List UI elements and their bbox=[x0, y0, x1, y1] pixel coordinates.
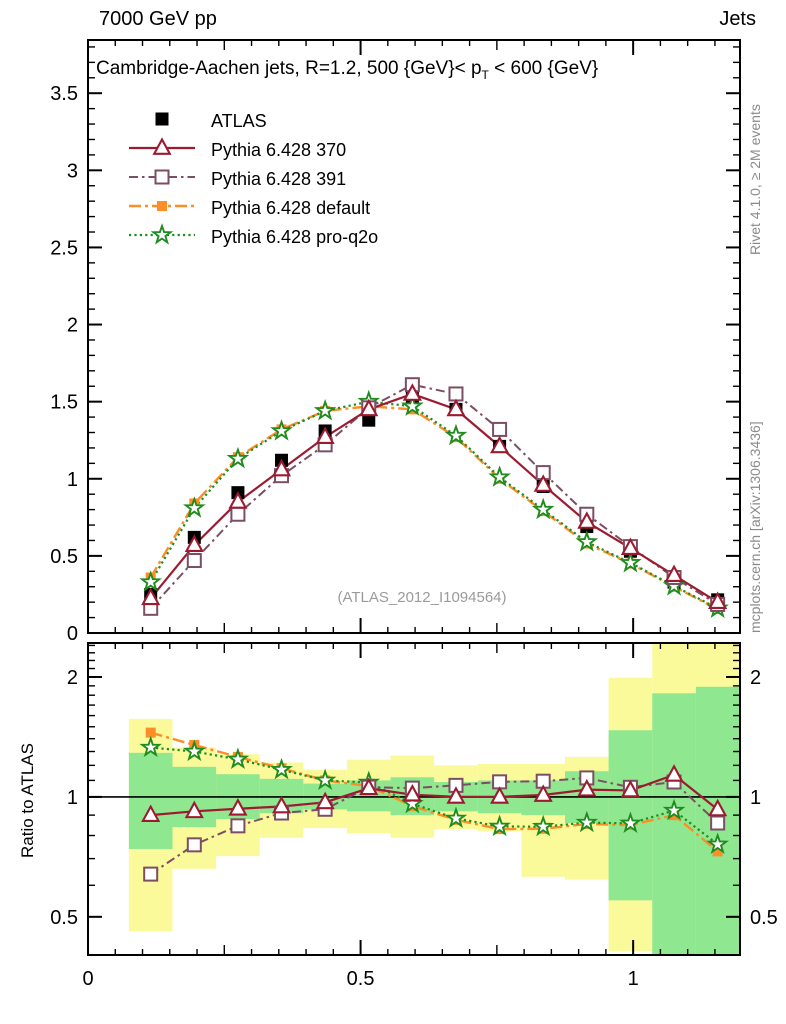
svg-text:3.5: 3.5 bbox=[50, 83, 78, 105]
plot-title-pre: Cambridge-Aachen jets, R=1.2, 500 {GeV}<… bbox=[96, 58, 482, 79]
svg-text:1: 1 bbox=[750, 787, 761, 809]
legend-item-atlas: ATLAS bbox=[127, 109, 267, 133]
legend-marker-atlas bbox=[127, 107, 197, 136]
plot-title: Cambridge-Aachen jets, R=1.2, 500 {GeV}<… bbox=[96, 58, 598, 82]
ratio-panel-frame bbox=[87, 642, 741, 956]
axis-tick-labels: 0 0.5 1 1.5 2 2.5 3 3.5 0.5 0.5 1 1 2 2 0 0.5 1 bbox=[50, 83, 778, 990]
axis-ticks bbox=[87, 40, 740, 955]
series-pythia-6-428-pro-q2o bbox=[139, 735, 729, 855]
svg-text:2: 2 bbox=[67, 667, 78, 689]
main-panel-frame bbox=[87, 39, 741, 634]
legend-marker-pythia-pro-q2o bbox=[127, 222, 197, 252]
legend-label-pythia-pro-q2o: Pythia 6.428 pro-q2o bbox=[211, 226, 379, 247]
mcplots-reference-note: mcplots.cern.ch [arXiv:1306.3436] bbox=[747, 421, 763, 633]
svg-text:1: 1 bbox=[67, 787, 78, 809]
legend-marker-pythia-370 bbox=[127, 136, 197, 165]
svg-text:2: 2 bbox=[67, 315, 78, 337]
svg-text:0.5: 0.5 bbox=[50, 907, 78, 929]
legend-item-pythia-default: Pythia 6.428 default bbox=[127, 196, 370, 220]
legend-glyph-atlas bbox=[155, 112, 169, 125]
legend-item-pythia-pro-q2o: Pythia 6.428 pro-q2o bbox=[127, 222, 379, 252]
legend-marker-pythia-default bbox=[127, 194, 197, 223]
legend-item-pythia-370: Pythia 6.428 370 bbox=[127, 136, 347, 165]
series-pythia-6-428-370 bbox=[141, 383, 728, 610]
legend-glyph-pythia-6-428-370 bbox=[152, 136, 172, 155]
legend-label-pythia-391: Pythia 6.428 391 bbox=[211, 168, 347, 189]
svg-text:1: 1 bbox=[628, 968, 639, 990]
analysis-group-label: Jets bbox=[719, 8, 756, 30]
legend-glyph-pythia-6-428-default bbox=[157, 200, 167, 211]
svg-text:2: 2 bbox=[750, 667, 761, 689]
ratio-uncertainty-bands bbox=[128, 643, 740, 955]
svg-text:3: 3 bbox=[67, 160, 78, 182]
svg-text:1.5: 1.5 bbox=[50, 392, 78, 414]
svg-text:0: 0 bbox=[67, 623, 78, 645]
analysis-id-watermark: (ATLAS_2012_I1094564) bbox=[337, 589, 507, 606]
series-pythia-6-428-pro-q2o bbox=[139, 389, 729, 618]
series-pythia-6-428-370 bbox=[141, 764, 728, 822]
legend-label-pythia-default: Pythia 6.428 default bbox=[211, 197, 371, 218]
svg-text:0: 0 bbox=[82, 968, 93, 990]
svg-text:0.5: 0.5 bbox=[50, 546, 78, 568]
svg-text:0.5: 0.5 bbox=[750, 907, 778, 929]
ratio-panel-series bbox=[139, 727, 729, 882]
legend-label-pythia-370: Pythia 6.428 370 bbox=[211, 139, 347, 160]
legend-glyph-pythia-6-428-pro-q2o bbox=[150, 222, 174, 245]
ratio-axis-label: Ratio to ATLAS bbox=[18, 743, 37, 858]
plot-title-post: < 600 {GeV} bbox=[488, 58, 599, 79]
legend-item-pythia-391: Pythia 6.428 391 bbox=[127, 167, 346, 191]
series-pythia-6-428-391 bbox=[143, 377, 726, 616]
svg-text:2.5: 2.5 bbox=[50, 237, 78, 259]
svg-text:0.5: 0.5 bbox=[347, 968, 375, 990]
beam-energy-label: 7000 GeV pp bbox=[99, 8, 217, 30]
plot-title-subscript: T bbox=[481, 67, 489, 82]
main-panel-series bbox=[139, 377, 729, 618]
svg-text:1: 1 bbox=[67, 469, 78, 491]
legend-label-atlas: ATLAS bbox=[211, 110, 267, 131]
rivet-version-note: Rivet 4.1.0, ≥ 2M events bbox=[747, 104, 763, 255]
legend-marker-pythia-391 bbox=[127, 165, 197, 194]
legend-glyph-pythia-6-428-391 bbox=[154, 169, 170, 184]
